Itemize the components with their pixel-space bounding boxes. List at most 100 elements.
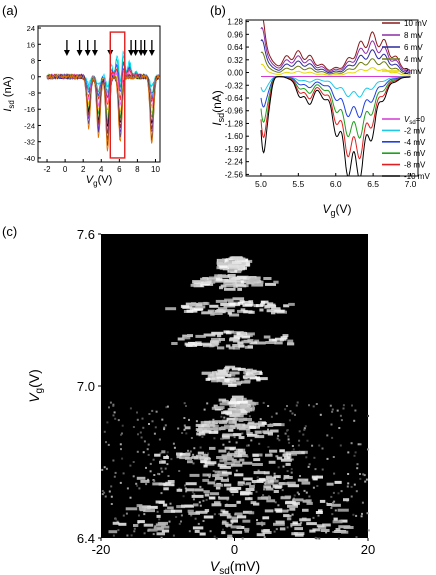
panel-c-noise-pixel <box>155 410 158 413</box>
panel-c-noise-pixel <box>122 514 125 517</box>
panel-c-noise-pixel <box>137 433 139 436</box>
panel-c-noise-pixel <box>294 413 296 416</box>
panel-c-noise-pixel <box>220 437 223 440</box>
panel-c-conductance-pixel <box>233 334 244 338</box>
panel-c-conductance-pixel <box>256 341 266 345</box>
panel-c-noise-pixel <box>222 443 225 446</box>
panel-c-conductance-pixel <box>194 488 204 492</box>
panel-c-noise-pixel <box>256 476 259 479</box>
panel-c-conductance-pixel <box>232 344 240 347</box>
panel-c-noise-pixel <box>180 520 182 523</box>
panel-c-xtick-label: -20 <box>92 542 111 557</box>
panel-c-noise-pixel <box>231 493 234 496</box>
panel-c-conductance-pixel <box>216 473 229 477</box>
panel-c-conductance-pixel <box>249 376 260 380</box>
panel-c-noise-pixel <box>183 424 186 427</box>
panel-c-noise-pixel <box>103 466 106 469</box>
panel-c-conductance-pixel <box>228 420 237 424</box>
panel-c-noise-pixel <box>291 513 294 516</box>
panel-c-noise-pixel <box>337 537 340 540</box>
panel-c-noise-pixel <box>283 477 286 480</box>
panel-c-conductance-pixel <box>237 451 246 455</box>
panel-c-conductance-pixel <box>200 460 207 464</box>
panel-c-conductance-pixel <box>273 475 281 479</box>
panel-c-noise-pixel <box>277 466 280 469</box>
panel-c-xlabel: Vsd(mV) <box>210 558 260 575</box>
panel-c-noise-pixel <box>316 485 319 487</box>
panel-c-conductance-pixel <box>228 276 239 280</box>
panel-c-conductance-pixel <box>283 304 290 308</box>
panel-c-conductance-pixel <box>212 312 223 315</box>
panel-c-noise-pixel <box>315 403 318 405</box>
panel-c-conductance-pixel <box>218 338 225 341</box>
panel-c-noise-pixel <box>275 412 278 415</box>
panel-c-noise-pixel <box>185 490 188 493</box>
panel-a-ytick-label: -16 <box>24 105 35 114</box>
panel-c-conductance-pixel <box>207 481 216 485</box>
panel-c-conductance-pixel <box>230 525 242 529</box>
panel-c-noise-pixel <box>194 517 197 520</box>
panel-c-noise-pixel <box>164 424 167 427</box>
panel-c-noise-pixel <box>154 525 157 528</box>
panel-b-ytick-label: -1.92 <box>225 145 244 154</box>
panel-c-conductance-pixel <box>204 461 217 465</box>
panel-c-noise-pixel <box>329 404 332 407</box>
panel-c-conductance-pixel <box>284 476 293 479</box>
panel-c-conductance-pixel <box>294 533 304 537</box>
panel-c-noise-pixel <box>353 483 356 486</box>
panel-c-conductance-pixel <box>184 426 191 430</box>
panel-c-noise-pixel <box>347 451 350 454</box>
panel-c-conductance-pixel <box>285 451 292 455</box>
panel-c-conductance-pixel <box>229 407 238 411</box>
panel-c-conductance-pixel <box>137 520 145 524</box>
panel-c-noise-pixel <box>367 448 370 451</box>
panel-c-conductance-pixel <box>248 300 254 304</box>
panel-c-noise-pixel <box>126 487 129 490</box>
panel-b-xtick-label: 5.0 <box>255 179 267 189</box>
panel-c-conductance-pixel <box>243 261 250 265</box>
panel-c-conductance-pixel <box>239 427 249 431</box>
panel-c-conductance-pixel <box>194 529 200 533</box>
panel-b-xtick-label: 7.0 <box>405 179 417 189</box>
panel-c-noise-pixel <box>353 419 356 422</box>
panel-a-arrowhead <box>84 50 91 56</box>
panel-c-noise-pixel <box>153 474 156 476</box>
panel-c-noise-pixel <box>306 439 309 442</box>
panel-c-conductance-pixel <box>237 341 244 345</box>
panel-b-ytick-label: 0.96 <box>227 30 243 39</box>
panel-c-conductance-pixel <box>234 473 244 477</box>
panel-c-noise-pixel <box>282 465 285 468</box>
panel-c-conductance-pixel <box>200 455 205 459</box>
panel-c-noise-pixel <box>277 504 280 507</box>
panel-c-conductance-pixel <box>156 514 161 518</box>
panel-c-conductance-pixel <box>248 421 255 425</box>
panel-c-conductance-pixel <box>254 339 260 343</box>
panel-c-conductance-pixel <box>176 505 186 509</box>
panel-c-noise-pixel <box>273 472 276 475</box>
panel-c-noise-pixel <box>151 420 154 423</box>
panel-c-noise-pixel <box>190 437 193 439</box>
panel-c-noise-pixel <box>278 439 281 442</box>
panel-c-conductance-pixel <box>287 481 296 485</box>
panel-c-noise-pixel <box>189 450 192 453</box>
panel-c-noise-pixel <box>203 408 206 411</box>
panel-b-xtick-label: 6.0 <box>330 179 342 189</box>
panel-c-conductance-pixel <box>253 458 261 462</box>
panel-c-conductance-pixel <box>225 523 233 527</box>
panel-c-conductance-pixel <box>286 517 292 521</box>
panel-b-legend-label: 10 mV <box>404 19 428 28</box>
panel-c-conductance-pixel <box>223 483 232 487</box>
panel-c-noise-pixel <box>244 483 247 486</box>
panel-c-conductance-pixel <box>181 504 193 508</box>
panel-c-conductance-pixel <box>238 436 245 439</box>
panel-c-noise-pixel <box>126 534 129 537</box>
panel-c-noise-pixel <box>166 451 169 454</box>
panel-c-conductance-pixel <box>237 448 243 452</box>
panel-c-conductance-pixel <box>276 509 289 513</box>
panel-c-conductance-pixel <box>155 523 166 527</box>
panel-b-xticks: 5.0 5.5 6.0 6.5 7.0 <box>255 173 417 189</box>
panel-c-noise-pixel <box>308 463 311 466</box>
panel-c-xtick-label: 20 <box>361 542 375 557</box>
panel-c-noise-pixel <box>267 428 269 431</box>
panel-a-label: (a) <box>2 3 18 18</box>
